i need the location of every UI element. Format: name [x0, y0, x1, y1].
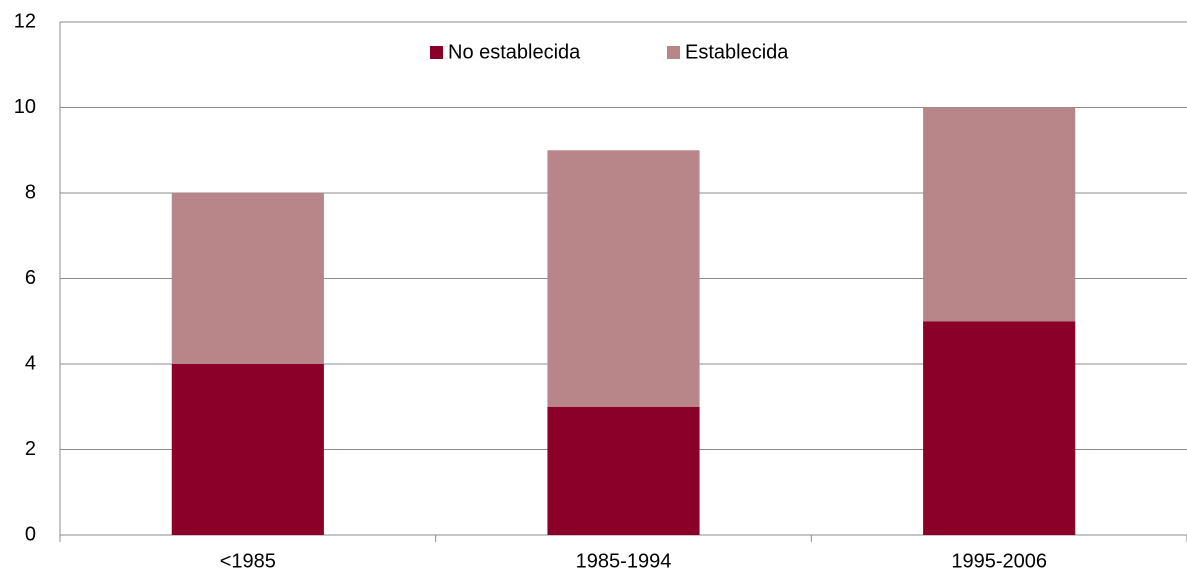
y-tick-label: 2 [25, 438, 36, 460]
x-tick-label: 1985-1994 [576, 550, 672, 572]
bar-segment [923, 107, 1076, 322]
x-tick-label: <1985 [220, 550, 276, 572]
bar-segment [171, 364, 324, 535]
bar-segment [547, 406, 700, 535]
bar-segment [923, 321, 1076, 535]
legend-label: Establecida [685, 41, 789, 63]
y-tick-label: 12 [14, 10, 36, 32]
legend-swatch [430, 46, 443, 59]
y-tick-label: 10 [14, 96, 36, 118]
bar-segment [547, 150, 700, 407]
legend-swatch [667, 46, 680, 59]
bar-segment [171, 193, 324, 364]
y-tick-label: 6 [25, 267, 36, 289]
y-tick-label: 8 [25, 181, 36, 203]
y-tick-label: 4 [25, 352, 36, 374]
legend-label: No establecida [448, 41, 581, 63]
y-tick-label: 0 [25, 523, 36, 545]
x-tick-label: 1995-2006 [951, 550, 1047, 572]
